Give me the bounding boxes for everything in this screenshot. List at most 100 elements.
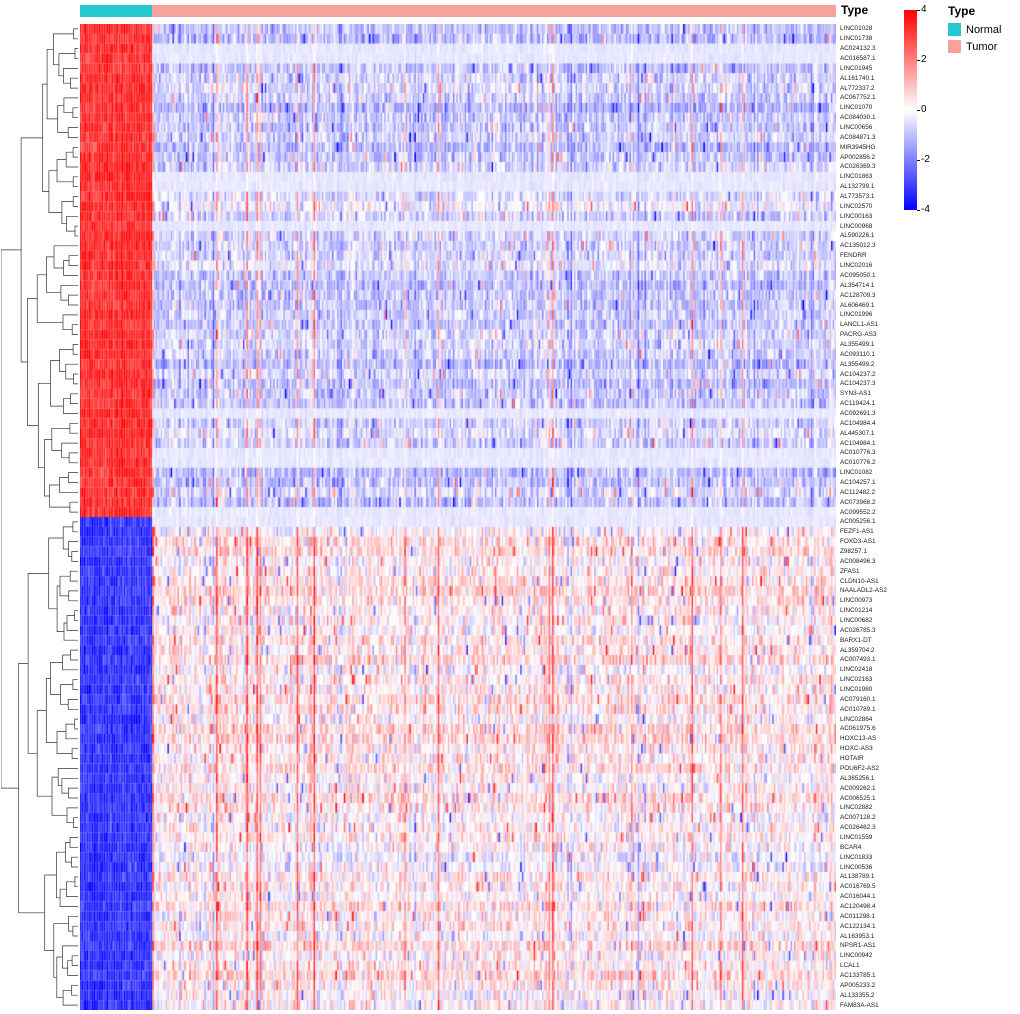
row-label: AC104257.1	[840, 478, 876, 486]
legend-item-normal: Normal	[948, 23, 1001, 36]
row-label: AC026462.3	[840, 824, 876, 832]
row-label: LINC01833	[840, 853, 873, 861]
row-label: AL355499.2	[840, 360, 875, 368]
row-label: CLDN10-AS1	[840, 577, 879, 585]
row-label: AL163953.1	[840, 932, 875, 940]
row-label: AC010789.1	[840, 705, 876, 713]
row-label: ZFAS1	[840, 567, 860, 575]
row-label: AC061975.6	[840, 725, 876, 733]
row-label: AC026785.3	[840, 626, 876, 634]
row-label: SYN3-AS1	[840, 390, 871, 398]
row-label: LINC00682	[840, 617, 873, 625]
row-label: LINC01082	[840, 469, 873, 477]
row-label: HOXC-AS3	[840, 745, 873, 753]
row-label: AC084871.3	[840, 133, 876, 141]
row-label: LINC02163	[840, 676, 873, 684]
row-label: LINC01738	[840, 35, 873, 43]
row-label: AC093110.1	[840, 350, 876, 358]
row-dendrogram	[1, 28, 78, 1006]
row-label: AC120498.4	[840, 902, 876, 910]
row-label: AC092691.3	[840, 409, 876, 417]
row-label: AC024132.3	[840, 45, 876, 53]
row-label: LINC00942	[840, 952, 873, 960]
row-label: AL773573.1	[840, 193, 875, 201]
row-label: LINC01214	[840, 607, 873, 615]
row-label: AC133785.1	[840, 971, 876, 979]
row-label: LINC01028	[840, 25, 873, 33]
row-label: BARX1-DT	[840, 636, 872, 644]
colorbar-tick-label: -4	[921, 204, 930, 215]
row-label: NAALADL2-AS2	[840, 587, 887, 595]
heatmap-canvas	[80, 24, 836, 1010]
row-label: LINC01945	[840, 64, 873, 72]
row-label: POU6F2-AS2	[840, 764, 880, 772]
row-label: AC099552.2	[840, 508, 876, 516]
legend-item-tumor: Tumor	[948, 40, 1001, 53]
colorbar-tick-mark	[917, 60, 920, 61]
row-label: FENDRR	[840, 252, 867, 260]
annotation-segment-tumor	[152, 5, 836, 17]
column-annotation-bar	[80, 5, 836, 17]
row-label: LINC00163	[840, 212, 873, 220]
row-label: AC026369.3	[840, 163, 876, 171]
annotation-label: Type	[841, 3, 869, 17]
row-label: LINC02882	[840, 804, 873, 812]
row-label: FOXD3-AS1	[840, 538, 876, 546]
colorbar-tick-label: 0	[921, 104, 927, 115]
row-label: HOXC13-AS	[840, 735, 877, 743]
row-label: NPSR1-AS1	[840, 942, 876, 950]
row-label: AC005256.1	[840, 518, 876, 526]
row-label: AC007493.1	[840, 656, 876, 664]
row-label: AC010776.3	[840, 449, 876, 457]
row-label: AC104984.1	[840, 439, 876, 447]
legend-label: Tumor	[966, 40, 998, 53]
row-label: AL132799.1	[840, 183, 875, 191]
row-label: MIR3945HG	[840, 143, 876, 151]
legend-swatch	[948, 23, 961, 36]
row-label: AC016044.1	[840, 893, 876, 901]
row-label: AC016769.5	[840, 883, 876, 891]
row-label: AC006525.1	[840, 794, 876, 802]
row-label: LINC00536	[840, 863, 873, 871]
row-label: PACRG-AS3	[840, 331, 877, 339]
row-label: FEZF1-AS1	[840, 528, 874, 536]
row-label: LINC01559	[840, 833, 873, 841]
colorbar	[904, 10, 920, 211]
colorbar-tick-label: 2	[921, 54, 927, 65]
type-legend: Type Normal Tumor	[948, 4, 1001, 57]
row-label: LINC00656	[840, 124, 873, 132]
row-label: AL138789.1	[840, 873, 875, 881]
row-label: AL355499.1	[840, 340, 875, 348]
row-label: AL590226.1	[840, 232, 875, 240]
row-label: AL133355.2	[840, 991, 875, 999]
row-label: AC104237.2	[840, 370, 876, 378]
row-label: AL772337.2	[840, 84, 875, 92]
row-label: AC122134.1	[840, 922, 876, 930]
row-label: AP002856.2	[840, 153, 876, 161]
dendrogram-path	[1, 28, 78, 1006]
row-label: AL606469.1	[840, 301, 875, 309]
row-label: HOTAIR	[840, 755, 864, 763]
row-label: AC011298.1	[840, 912, 876, 920]
row-label: LINC01863	[840, 173, 873, 181]
row-label: AC104984.4	[840, 419, 876, 427]
colorbar-tick-mark	[917, 210, 920, 211]
colorbar-tick-mark	[917, 160, 920, 161]
colorbar-ticks: 4 2 0 -2 -4	[921, 5, 951, 220]
legend-items: Normal Tumor	[948, 23, 1001, 53]
row-label: LINC02570	[840, 202, 873, 210]
row-label: AC067752.1	[840, 94, 876, 102]
row-label: AL354714.1	[840, 281, 875, 289]
row-label: AC084030.1	[840, 114, 876, 122]
row-label: LINC00973	[840, 597, 873, 605]
row-label: LINC01996	[840, 311, 873, 319]
row-label: AP005233.2	[840, 981, 876, 989]
row-label: AC128709.3	[840, 291, 876, 299]
row-label: AC095050.1	[840, 271, 876, 279]
legend-label: Normal	[966, 23, 1002, 36]
row-label: AC104237.3	[840, 380, 876, 388]
row-label: LINC01980	[840, 686, 873, 694]
row-label: AL365256.1	[840, 774, 875, 782]
row-label: LINC00968	[840, 222, 873, 230]
row-label: AL359704.2	[840, 646, 875, 654]
